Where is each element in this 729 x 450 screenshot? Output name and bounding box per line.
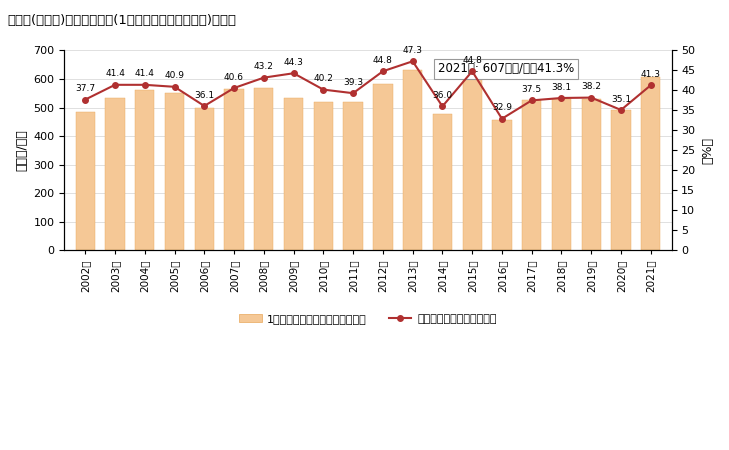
Text: 40.6: 40.6 <box>224 73 244 82</box>
Bar <box>135 90 155 250</box>
Bar <box>76 112 95 250</box>
Text: 41.4: 41.4 <box>105 69 125 78</box>
Text: 38.2: 38.2 <box>581 82 601 91</box>
Text: 41.3: 41.3 <box>641 70 660 79</box>
Text: 39.3: 39.3 <box>343 78 363 87</box>
Text: 36.1: 36.1 <box>194 90 214 99</box>
Bar <box>105 98 125 250</box>
Text: 37.5: 37.5 <box>522 85 542 94</box>
Bar <box>433 114 452 250</box>
Bar <box>313 102 333 250</box>
Bar <box>612 110 631 250</box>
Text: 40.9: 40.9 <box>165 72 184 81</box>
Y-axis label: ［%］: ［%］ <box>701 137 714 164</box>
Bar <box>373 84 392 250</box>
Bar <box>462 79 482 250</box>
Bar <box>343 102 363 250</box>
Bar <box>552 99 571 250</box>
Text: 小野町(福島県)の労働生産性(1人当たり粗付加価値額)の推移: 小野町(福島県)の労働生産性(1人当たり粗付加価値額)の推移 <box>7 14 236 27</box>
Bar <box>641 77 660 250</box>
Bar <box>582 99 601 250</box>
Text: 43.2: 43.2 <box>254 62 274 71</box>
Text: 40.2: 40.2 <box>313 74 333 83</box>
Bar <box>284 98 303 250</box>
Text: 41.4: 41.4 <box>135 69 155 78</box>
Bar <box>403 71 422 250</box>
Bar <box>165 93 184 250</box>
Text: 44.8: 44.8 <box>462 56 482 65</box>
Bar <box>492 120 512 250</box>
Bar <box>195 108 214 250</box>
Text: 44.8: 44.8 <box>373 56 393 65</box>
Bar <box>254 88 273 250</box>
Text: 44.3: 44.3 <box>284 58 303 67</box>
Text: 32.9: 32.9 <box>492 104 512 112</box>
Bar <box>225 89 243 250</box>
Text: 36.0: 36.0 <box>432 91 453 100</box>
Bar <box>522 100 542 250</box>
Text: 2021年: 607万円/人，41.3%: 2021年: 607万円/人，41.3% <box>438 63 574 76</box>
Legend: 1人当たり粗付加価値額（左軸）, 対全国比（右軸）（右軸）: 1人当たり粗付加価値額（左軸）, 対全国比（右軸）（右軸） <box>235 310 501 328</box>
Text: 47.3: 47.3 <box>402 46 423 55</box>
Text: 35.1: 35.1 <box>611 94 631 104</box>
Text: 37.7: 37.7 <box>75 84 95 93</box>
Y-axis label: ［万円/人］: ［万円/人］ <box>15 130 28 171</box>
Text: 38.1: 38.1 <box>551 83 572 92</box>
